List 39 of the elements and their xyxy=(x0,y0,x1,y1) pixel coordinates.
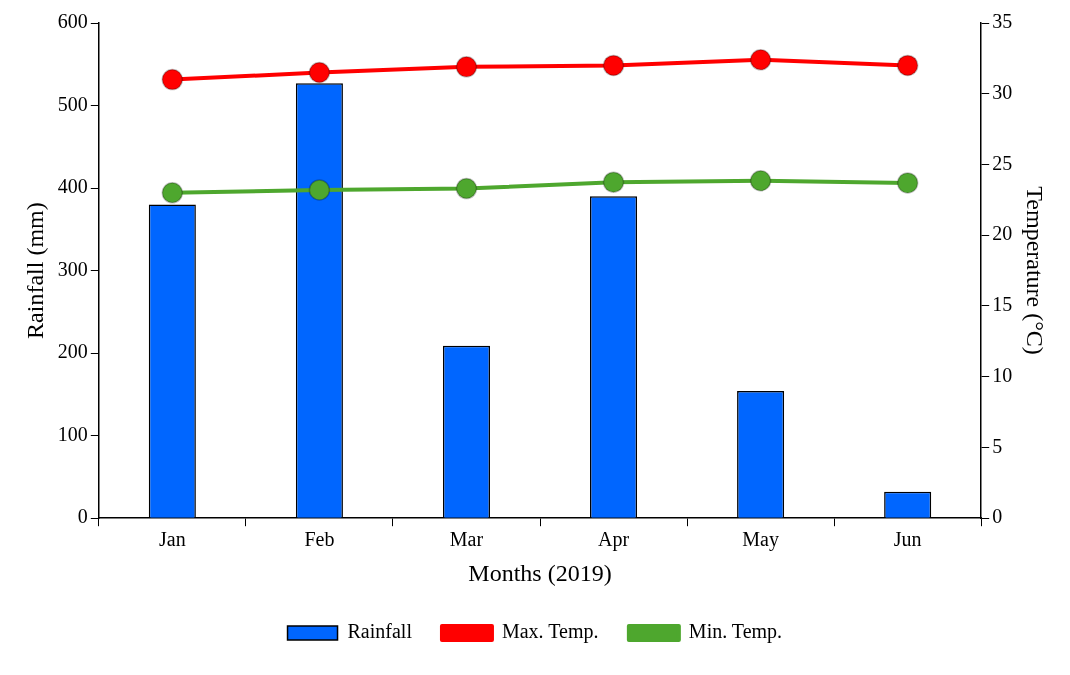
y-tick-label: 400 xyxy=(57,175,88,198)
y-tick-label: 600 xyxy=(57,10,88,33)
y-tick-label: 100 xyxy=(57,422,88,445)
point xyxy=(161,68,184,91)
y2-tick-label: 10 xyxy=(992,363,1013,386)
y2-tick-label: 0 xyxy=(992,505,1003,528)
point xyxy=(455,177,478,200)
point xyxy=(308,179,331,201)
y2-tick-label: 30 xyxy=(992,80,1013,103)
point xyxy=(455,56,478,78)
x-tick-label: Jan xyxy=(159,528,186,551)
x-tick-label: May xyxy=(742,528,779,552)
legend-label: Max. Temp. xyxy=(501,620,599,644)
y-tick-label: 500 xyxy=(57,92,88,115)
x-tick-label: Jun xyxy=(893,528,922,551)
point xyxy=(749,170,772,192)
point xyxy=(749,49,772,71)
legend-label: Min. Temp. xyxy=(688,620,783,644)
y-tick-label: 300 xyxy=(57,257,88,280)
point xyxy=(896,172,919,194)
y-axis-title: Rainfall (mm) xyxy=(21,202,48,339)
y2-tick-label: 25 xyxy=(992,151,1013,174)
point xyxy=(602,171,625,193)
point xyxy=(161,182,184,204)
point xyxy=(896,54,919,77)
y2-tick-label: 20 xyxy=(992,222,1013,245)
x-tick-label: Mar xyxy=(449,528,484,551)
y2-tick-label: 15 xyxy=(992,293,1013,316)
y2-axis-title: Temperature (°C) xyxy=(1022,186,1049,355)
y-tick-label: 200 xyxy=(57,340,88,363)
y2-tick-label: 35 xyxy=(992,10,1013,33)
legend-label: Rainfall xyxy=(347,620,413,643)
y-tick-label: 0 xyxy=(77,505,88,528)
x-axis-title: Months (2019) xyxy=(468,559,612,586)
point xyxy=(602,54,625,77)
point xyxy=(308,61,331,84)
y2-tick-label: 5 xyxy=(992,434,1003,457)
x-tick-label: Feb xyxy=(304,528,335,551)
x-tick-label: Apr xyxy=(597,528,630,552)
